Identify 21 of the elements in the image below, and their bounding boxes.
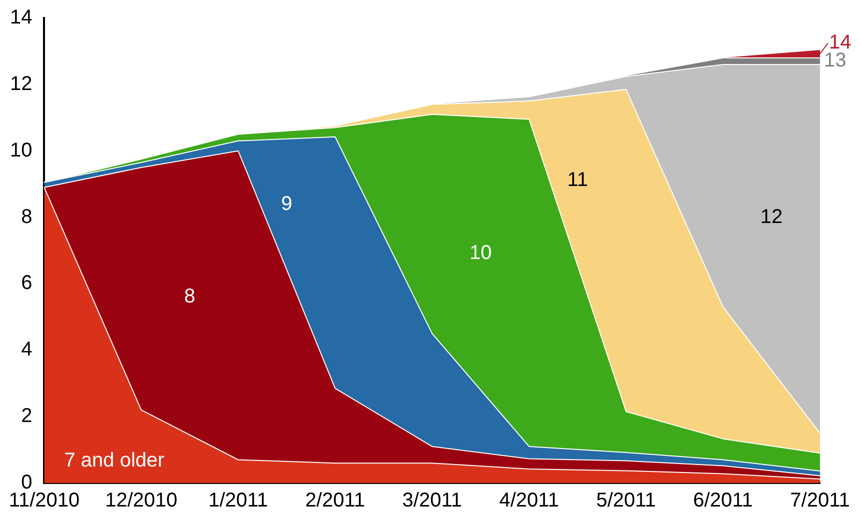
x-tick-label: 2/2011	[305, 490, 365, 512]
series-label: 9	[281, 192, 292, 215]
x-tick-label: 6/2011	[693, 490, 753, 512]
x-tick-label: 7/2011	[790, 490, 850, 512]
y-tick-label: 14	[10, 6, 32, 29]
y-tick-label: 2	[21, 405, 32, 428]
y-tick-label: 8	[21, 206, 32, 228]
y-tick-label: 12	[10, 72, 32, 95]
x-tick-label: 4/2011	[499, 490, 559, 512]
y-tick-label: 4	[21, 338, 32, 361]
y-tick-label: 6	[21, 272, 32, 294]
x-tick-label: 12/2010	[105, 490, 178, 512]
x-tick-label: 3/2011	[402, 490, 462, 512]
series-label: 11	[567, 168, 588, 191]
series-label: 8	[184, 286, 196, 308]
y-tick-label: 10	[10, 139, 32, 162]
series-label: 10	[469, 242, 492, 264]
series-label: 12	[760, 206, 783, 228]
x-tick-label: 5/2011	[596, 490, 656, 512]
x-tick-label: 1/2011	[208, 490, 268, 512]
series-label: 7 and older	[64, 450, 165, 472]
